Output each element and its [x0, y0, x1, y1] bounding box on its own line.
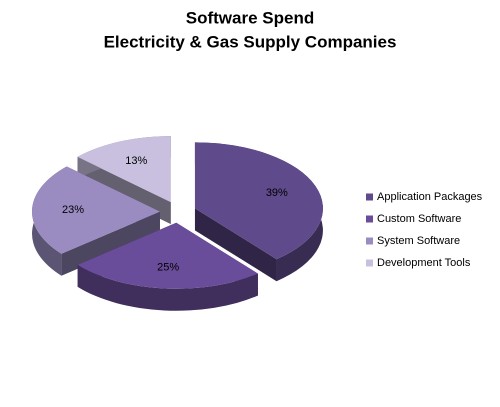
slice	[77, 222, 258, 289]
data-label: 25%	[157, 261, 179, 273]
data-label: 23%	[62, 204, 84, 216]
legend-marker	[366, 215, 373, 223]
data-label: 13%	[125, 155, 147, 167]
slice-side	[61, 211, 161, 276]
legend-marker	[366, 237, 373, 245]
chart-subtitle: Electricity & Gas Supply Companies	[104, 32, 397, 51]
slice-wall	[77, 264, 258, 311]
slice-side	[194, 208, 277, 282]
slice	[77, 136, 171, 203]
data-label: 39%	[266, 187, 288, 199]
legend-label: Application Packages	[377, 191, 483, 203]
legend-label: System Software	[377, 235, 460, 247]
legend-marker	[366, 193, 373, 201]
legend-marker	[366, 259, 373, 267]
slice	[194, 142, 323, 260]
legend-label: Custom Software	[377, 213, 461, 225]
chart-title: Software Spend	[186, 8, 314, 27]
slice	[32, 166, 161, 254]
legend-label: Development Tools	[377, 257, 471, 269]
